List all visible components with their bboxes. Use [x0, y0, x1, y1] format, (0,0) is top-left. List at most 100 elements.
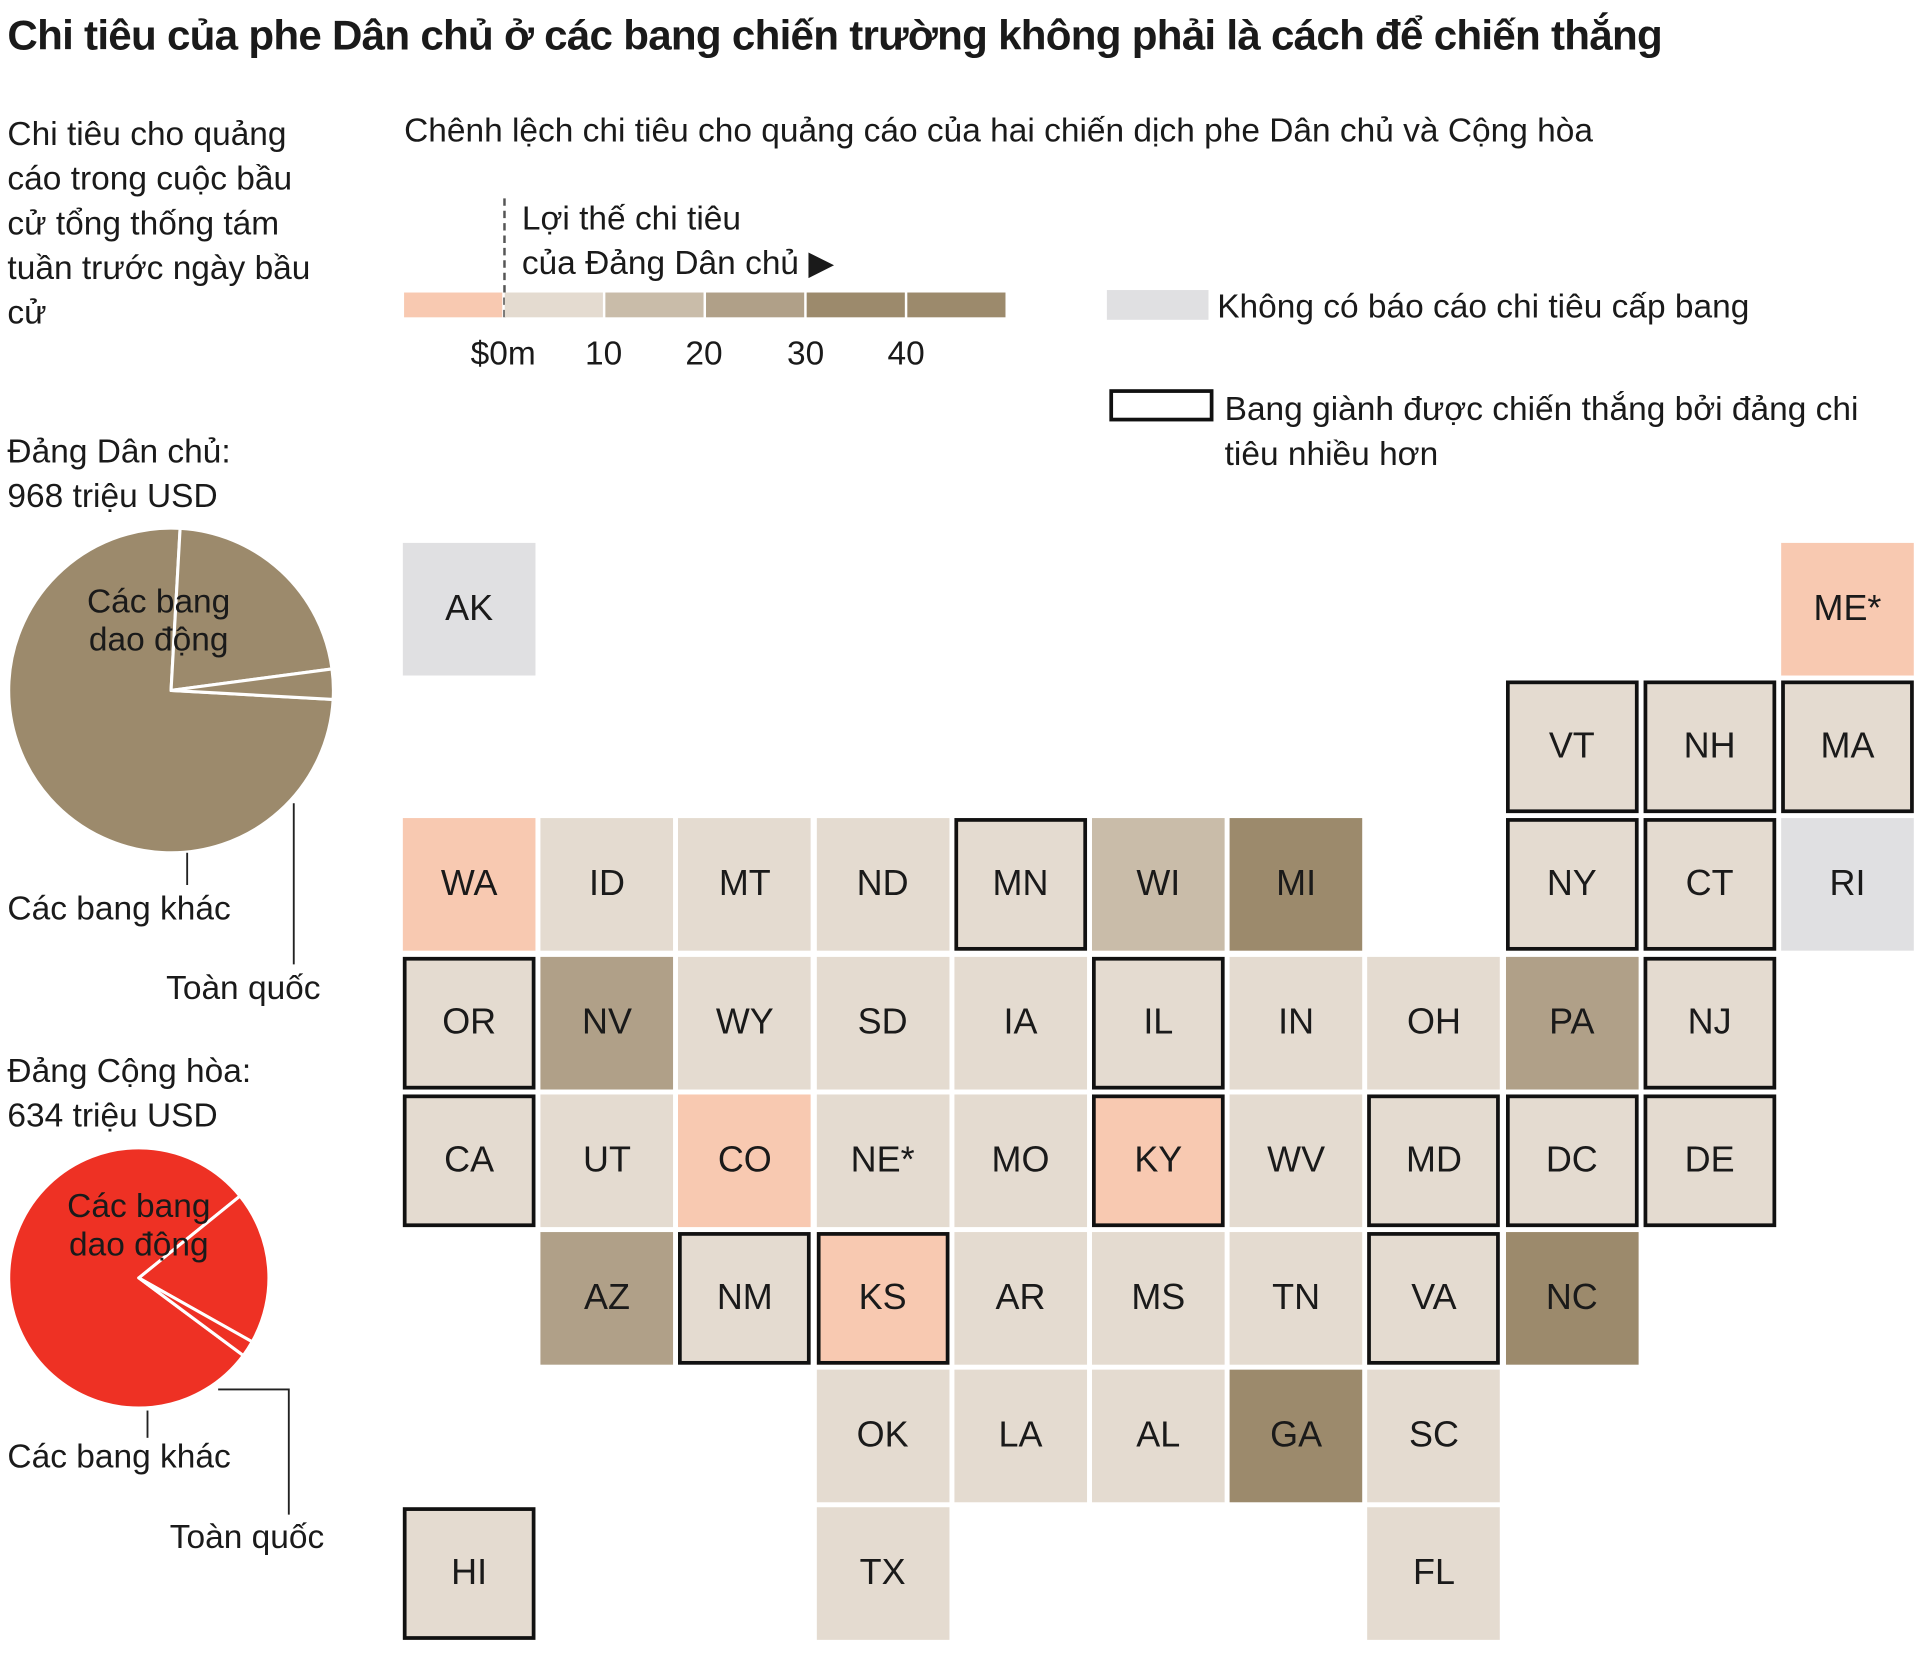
state-tile-wv: WV	[1229, 1094, 1363, 1227]
state-tile-ca: CA	[402, 1094, 536, 1227]
color-scale	[404, 292, 1006, 318]
legend-advantage-label: Lợi thế chi tiêu của Đảng Dân chủ ▶	[522, 196, 834, 285]
state-code-label: MS	[1131, 1277, 1186, 1318]
state-tile-tn: TN	[1229, 1232, 1363, 1365]
rep-total-amount: 634 triệu USD	[7, 1096, 218, 1135]
scale-tick-label: 30	[787, 334, 825, 372]
state-code-label: AK	[445, 588, 494, 629]
dem-pie-slice	[169, 667, 335, 702]
state-code-label: VA	[1411, 1277, 1457, 1318]
rep-other-states-label: Các bang khác	[7, 1437, 231, 1476]
rep-party-name: Đảng Cộng hòa:	[7, 1052, 252, 1090]
state-code-label: TN	[1272, 1277, 1321, 1318]
state-tile-ut: UT	[540, 1094, 674, 1227]
state-code-label: WV	[1267, 1140, 1326, 1180]
rep-swing-label-line2: dao động	[69, 1225, 209, 1264]
state-tile-sd: SD	[816, 956, 949, 1090]
state-code-label: MT	[718, 864, 771, 905]
state-tile-de: DE	[1643, 1094, 1776, 1227]
state-tile-mo: MO	[954, 1094, 1087, 1227]
state-code-label: IL	[1143, 1002, 1174, 1042]
dem-other-states-label: Các bang khác	[7, 889, 231, 928]
state-tile-mi: MI	[1229, 818, 1363, 952]
state-code-label: IA	[1003, 1002, 1038, 1042]
win-outline-label: Bang giành được chiến thắng bởi đảng chi…	[1224, 390, 1859, 473]
dem-swing-label-line2: dao động	[88, 620, 229, 659]
state-code-label: WA	[440, 864, 498, 905]
state-tile-ne: NE*	[816, 1094, 949, 1227]
rep-swing-label-line1: Các bang	[67, 1187, 211, 1225]
state-code-label: AZ	[583, 1277, 630, 1318]
rep-swing-label: Các bang dao động	[67, 1187, 210, 1264]
state-tile-il: IL	[1091, 956, 1225, 1090]
state-code-label: AR	[995, 1277, 1046, 1318]
state-code-label: OR	[442, 1002, 497, 1042]
dem-total-label: Đảng Dân chủ: 968 triệu USD	[7, 429, 230, 518]
state-code-label: DE	[1684, 1140, 1735, 1180]
state-code-label: NC	[1545, 1277, 1598, 1318]
scale-bin-swatch	[907, 292, 1006, 318]
state-tile-ms: MS	[1091, 1232, 1225, 1365]
state-tile-ny: NY	[1505, 818, 1639, 952]
dem-party-name: Đảng Dân chủ:	[7, 432, 231, 470]
rep-pie-chart	[7, 1146, 271, 1410]
state-tile-wi: WI	[1091, 818, 1225, 952]
state-tile-nv: NV	[540, 956, 674, 1090]
scale-bin-swatch	[806, 292, 905, 318]
state-code-label: CT	[1685, 864, 1734, 905]
state-code-label: MN	[992, 864, 1049, 905]
state-tile-ri: RI	[1781, 818, 1914, 952]
state-code-label: IN	[1278, 1002, 1315, 1042]
state-tile-hi: HI	[402, 1507, 536, 1641]
state-tile-nc: NC	[1505, 1232, 1639, 1365]
dem-total-amount: 968 triệu USD	[7, 477, 218, 515]
state-code-label: MA	[1820, 726, 1875, 767]
state-code-label: FL	[1412, 1553, 1455, 1594]
state-tile-ga: GA	[1229, 1369, 1363, 1503]
state-code-label: ND	[856, 864, 909, 905]
state-code-label: GA	[1270, 1415, 1323, 1456]
win-outline-swatch	[1109, 389, 1214, 422]
legend-advantage-line1: Lợi thế chi tiêu	[521, 199, 741, 237]
state-tile-pa: PA	[1505, 956, 1639, 1090]
state-code-label: MO	[991, 1140, 1050, 1180]
state-tile-ma: MA	[1781, 680, 1914, 814]
state-code-label: ME*	[1813, 588, 1882, 629]
dem-leader-lines	[186, 803, 295, 965]
state-tile-sc: SC	[1367, 1369, 1501, 1503]
zero-marker-line	[503, 198, 506, 318]
state-code-label: NE*	[850, 1140, 915, 1180]
state-tile-va: VA	[1367, 1232, 1501, 1365]
state-tile-nh: NH	[1643, 680, 1776, 814]
scale-tick-label: 20	[685, 334, 723, 372]
state-code-label: VT	[1548, 726, 1595, 767]
scale-bin-swatch	[404, 292, 503, 318]
state-code-label: TX	[859, 1553, 906, 1594]
state-code-label: OH	[1407, 1002, 1461, 1042]
legend-advantage-line2: của Đảng Dân chủ ▶	[521, 244, 835, 282]
state-code-label: AL	[1136, 1415, 1181, 1456]
state-tile-in: IN	[1229, 956, 1363, 1090]
state-code-label: NY	[1546, 864, 1597, 905]
state-code-label: NV	[581, 1002, 632, 1042]
state-tile-oh: OH	[1367, 956, 1501, 1090]
no-data-label: Không có báo cáo chi tiêu cấp bang	[1217, 287, 1750, 325]
state-code-label: KY	[1134, 1140, 1183, 1180]
rep-leader-lines	[146, 1388, 290, 1515]
state-code-label: KS	[858, 1277, 907, 1318]
state-code-label: OK	[856, 1415, 909, 1456]
state-code-label: LA	[998, 1415, 1043, 1456]
state-code-label: RI	[1829, 864, 1866, 905]
state-code-label: NH	[1683, 726, 1736, 767]
state-tile-id: ID	[540, 818, 674, 952]
state-tile-me: ME*	[1781, 542, 1914, 676]
state-tile-la: LA	[954, 1369, 1087, 1503]
scale-bin-swatch	[706, 292, 805, 318]
state-tile-mt: MT	[678, 818, 812, 952]
state-tile-nd: ND	[816, 818, 949, 952]
state-tile-ky: KY	[1091, 1094, 1225, 1227]
dem-national-label: Toàn quốc	[166, 969, 321, 1007]
state-code-label: WI	[1136, 864, 1181, 905]
